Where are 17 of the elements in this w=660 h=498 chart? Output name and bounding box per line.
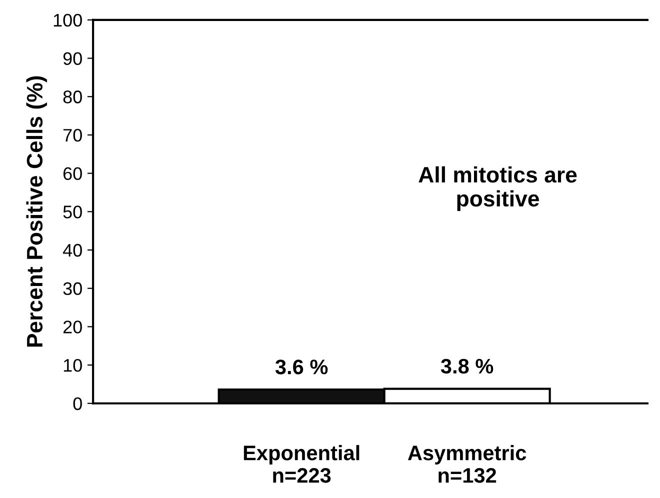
y-tick-label: 10 <box>64 358 82 372</box>
y-tick-label: 40 <box>62 244 82 257</box>
x-tick-label: Exponential n=223 <box>244 445 360 483</box>
annotation: All mitotics are positive <box>418 166 577 211</box>
y-axis-title: Percent Positive Cells (%) <box>26 76 47 347</box>
y-tick-label: 30 <box>63 282 82 296</box>
y-tick-label: 90 <box>63 52 82 65</box>
y-tick-label: 100 <box>54 14 82 27</box>
y-tick-label: 70 <box>63 128 82 142</box>
y-tick-label: 80 <box>63 90 82 104</box>
data-label: 3.8 % <box>440 358 494 374</box>
y-tick-label: 60 <box>63 167 82 180</box>
y-tick-label: 0 <box>73 397 82 410</box>
y-tick-label: 20 <box>63 320 82 334</box>
data-label: 3.6 % <box>275 360 328 374</box>
y-tick-label: 50 <box>63 206 82 218</box>
x-tick-label: Asymmetric n=132 <box>408 445 526 483</box>
